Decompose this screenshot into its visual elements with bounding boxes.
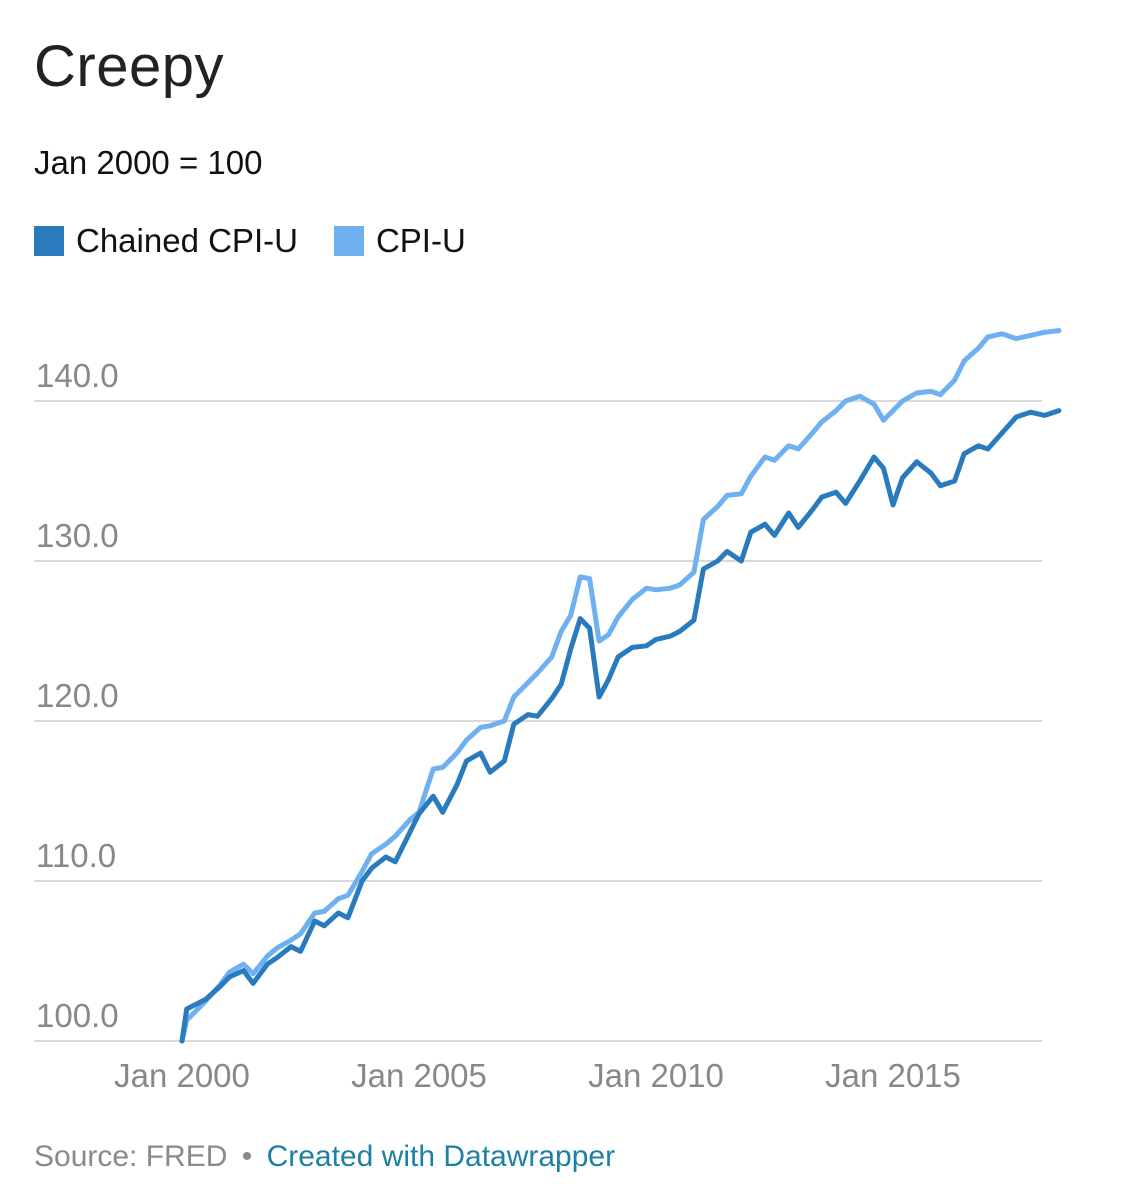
legend-label-cpi-u: CPI-U bbox=[375, 222, 466, 259]
x-tick-label-2005: Jan 2005 bbox=[351, 1057, 487, 1094]
y-tick-label-120: 120.0 bbox=[36, 677, 119, 714]
x-tick-label-2010: Jan 2010 bbox=[588, 1057, 724, 1094]
legend-item-chained-cpi-u: Chained CPI-U bbox=[34, 224, 298, 257]
series-line-cpi-u bbox=[179, 328, 1062, 1044]
chart-title: Creepy bbox=[34, 34, 224, 99]
legend-swatch-chained-cpi-u bbox=[34, 225, 64, 256]
source-note: Source: FRED bbox=[34, 1140, 228, 1173]
x-tick-label-2015: Jan 2015 bbox=[825, 1057, 961, 1094]
y-tick-label-140: 140.0 bbox=[36, 357, 119, 394]
series-line-chained-cpi-u bbox=[179, 408, 1062, 1044]
line-chart: 100.0 110.0 120.0 130.0 140.0 Jan 2000 Jan 200… bbox=[34, 328, 1062, 1094]
legend-swatch-cpi-u bbox=[333, 225, 364, 256]
chart-footer: Source: FRED • Created with Datawrapper bbox=[34, 1142, 615, 1172]
chart-legend: Chained CPI-U CPI-U bbox=[34, 224, 502, 257]
y-tick-label-100: 100.0 bbox=[36, 997, 119, 1034]
legend-item-cpi-u: CPI-U bbox=[333, 222, 466, 259]
y-tick-label-130: 130.0 bbox=[36, 517, 119, 554]
datawrapper-link[interactable]: Created with Datawrapper bbox=[266, 1140, 616, 1173]
x-tick-label-2000: Jan 2000 bbox=[114, 1057, 250, 1094]
legend-label-chained-cpi-u: Chained CPI-U bbox=[76, 222, 298, 259]
footer-separator: • bbox=[241, 1140, 253, 1173]
y-tick-label-110: 110.0 bbox=[36, 837, 116, 874]
chart-subtitle: Jan 2000 = 100 bbox=[34, 144, 263, 181]
